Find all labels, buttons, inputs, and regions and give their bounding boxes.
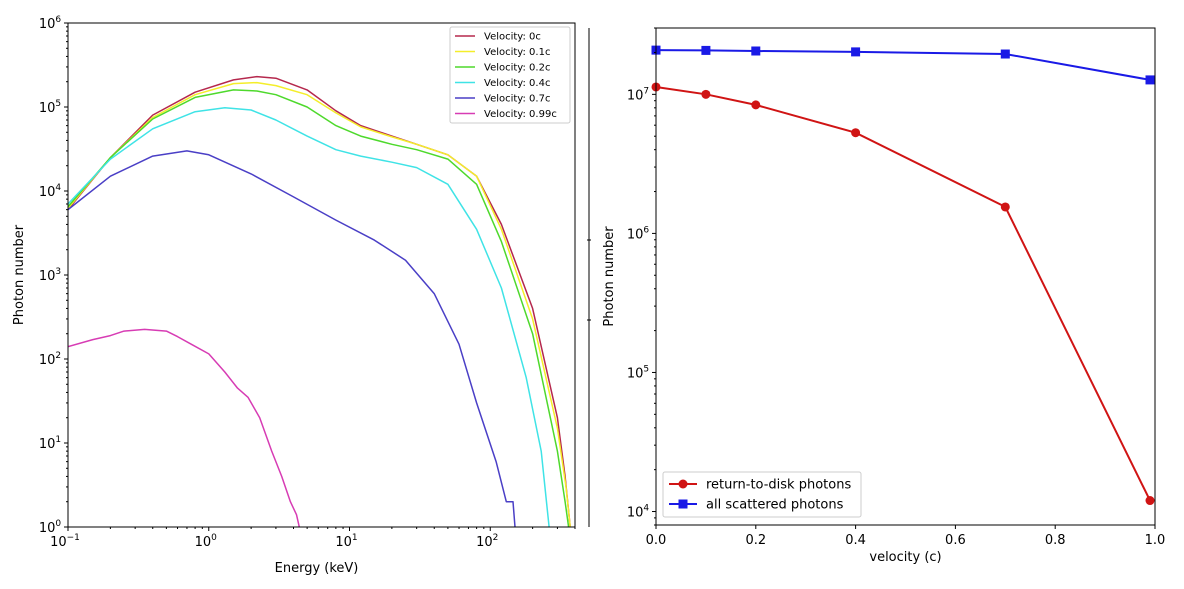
x-tick-label: 100 <box>195 533 218 550</box>
data-point <box>1000 202 1010 212</box>
series-line-0 <box>655 86 1151 501</box>
y-tick-label: 101 <box>39 435 61 452</box>
x-tick-label: 1.0 <box>1145 533 1166 548</box>
series-line-5 <box>68 328 301 527</box>
x-axis-label: Energy (keV) <box>275 561 359 576</box>
data-point <box>751 100 761 110</box>
legend-box <box>662 471 862 518</box>
y-tick-label: 106 <box>627 225 650 242</box>
series-group <box>651 45 1155 506</box>
data-point <box>701 45 711 55</box>
x-axis-label: velocity (c) <box>869 550 941 565</box>
y-tick-label: 103 <box>39 267 61 284</box>
legend-label-5: Velocity: 0.99c <box>484 109 557 120</box>
legend-label-4: Velocity: 0.7c <box>484 94 550 105</box>
x-tick-label: 0.8 <box>1045 533 1066 548</box>
data-point <box>1145 75 1155 85</box>
y-tick-label: 100 <box>39 519 62 536</box>
legend-marker-1 <box>678 499 688 509</box>
y-tick-label: 107 <box>627 86 649 103</box>
data-point <box>1145 496 1155 506</box>
y-tick-label: 106 <box>39 15 62 32</box>
x-tick-label: 0.2 <box>745 533 766 548</box>
legend: Velocity: 0c Velocity: 0.1c Velocity: 0.2c… <box>449 26 571 124</box>
legend-label-3: Velocity: 0.4c <box>484 78 550 89</box>
data-point <box>851 128 861 138</box>
y-tick-label: 104 <box>627 504 650 521</box>
x-tick-label: 10−1 <box>50 533 80 550</box>
series-line-1 <box>655 49 1151 81</box>
x-tick-label: 102 <box>476 533 498 550</box>
series-line-2 <box>68 89 570 527</box>
data-point <box>751 46 761 56</box>
chart-left: 10−1 100 101 102100101102103104105106Energy… <box>12 15 576 576</box>
chart-right: 0.0 0.2 0.4 0.6 0.8 1.0 104 105 106 107 velocity (… <box>602 27 1166 565</box>
y-tick-label: 102 <box>39 351 61 368</box>
plot-frame <box>655 27 1156 526</box>
legend-label-0: Velocity: 0c <box>484 32 541 43</box>
legend-marker-0 <box>678 479 688 489</box>
y-tick-label: 104 <box>39 183 62 200</box>
y-axis-label: Photon number <box>602 226 617 327</box>
data-point <box>851 47 861 57</box>
series-group <box>68 75 571 527</box>
legend-label-1: Velocity: 0.1c <box>484 47 550 58</box>
x-tick-label: 0.0 <box>646 533 667 548</box>
series-line-1 <box>68 81 571 527</box>
legend-label-1: all scattered photons <box>706 498 844 513</box>
data-point <box>1000 49 1010 59</box>
series-line-4 <box>68 150 516 527</box>
series-line-0 <box>68 75 571 527</box>
y-tick-label: 105 <box>627 364 649 381</box>
legend-box <box>449 26 571 124</box>
legend-label-0: return-to-disk photons <box>706 478 851 493</box>
y-axis-label: Photon number <box>12 224 27 325</box>
x-tick-label: 0.6 <box>945 533 966 548</box>
data-point <box>701 89 711 99</box>
series-line-3 <box>68 106 550 527</box>
x-tick-label: 101 <box>335 533 357 550</box>
legend-label-2: Velocity: 0.2c <box>484 63 550 74</box>
y-tick-label: 105 <box>39 99 61 116</box>
x-tick-label: 0.4 <box>845 533 866 548</box>
legend: return-to-disk photons all scattered phot… <box>662 471 862 518</box>
